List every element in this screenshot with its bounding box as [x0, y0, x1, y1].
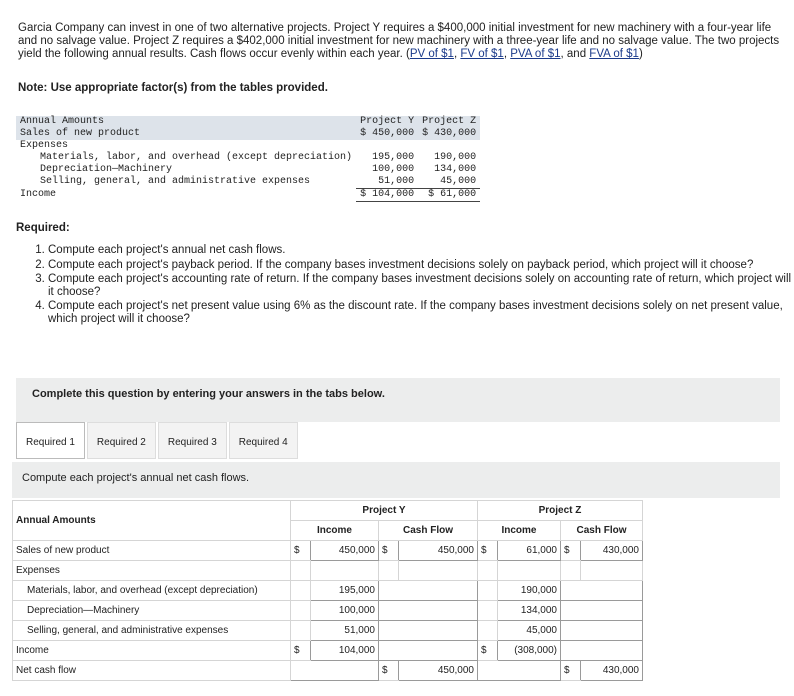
- row-label: Depreciation—Machinery: [40, 164, 173, 175]
- row-label: Income: [12, 640, 291, 661]
- row-label: Materials, labor, and overhead (except d…: [40, 152, 353, 163]
- intro-text: ,: [503, 48, 511, 60]
- given-table: Annual Amounts Project Y Project Z Sales o…: [16, 116, 481, 202]
- tab[interactable]: Required 1: [16, 422, 85, 459]
- header: Annual Amounts: [16, 116, 357, 128]
- required-title: Required:: [16, 222, 70, 234]
- currency: $: [290, 640, 311, 661]
- header: Project Z: [477, 500, 643, 521]
- row-label: Income: [20, 189, 57, 200]
- cell: 195,000: [372, 152, 415, 163]
- cell: $ 430,000: [418, 128, 481, 140]
- intro-text: ): [638, 48, 643, 60]
- input[interactable]: [560, 580, 643, 601]
- tab[interactable]: Required 4: [228, 422, 298, 459]
- header: Annual Amounts: [12, 500, 291, 541]
- tabs: Required 1 Required 2 Required 3 Require…: [16, 422, 300, 459]
- currency: $: [477, 540, 498, 561]
- cell: 190,000: [434, 152, 477, 163]
- intro: Garcia Company can invest in one of two …: [18, 22, 784, 61]
- header: Project Y: [356, 116, 419, 128]
- header: Cash Flow: [560, 520, 643, 541]
- currency: $: [477, 640, 498, 661]
- cell: $ 450,000: [356, 128, 419, 140]
- input[interactable]: [378, 620, 478, 641]
- note: Note: Use appropriate factor(s) from the…: [18, 82, 328, 94]
- cell: 100,000: [372, 164, 415, 175]
- currency: $: [378, 660, 399, 681]
- row-label: Expenses: [20, 140, 69, 151]
- input[interactable]: (308,000): [497, 640, 561, 661]
- row-label: Net cash flow: [12, 660, 291, 681]
- answer-table: Annual Amounts Project Y Project Z Income C…: [12, 500, 643, 681]
- header: Project Z: [418, 116, 481, 128]
- input[interactable]: 195,000: [310, 580, 379, 601]
- input[interactable]: 430,000: [580, 660, 643, 681]
- input[interactable]: 61,000: [497, 540, 561, 561]
- factor-link[interactable]: FV of $1: [460, 48, 504, 60]
- currency: $: [560, 540, 581, 561]
- header: Income: [477, 520, 561, 541]
- intro-text: Garcia Company can invest in one of two …: [18, 22, 780, 60]
- row-label: Selling, general, and administrative exp…: [12, 620, 291, 641]
- currency: $: [290, 540, 311, 561]
- header: Cash Flow: [378, 520, 478, 541]
- factor-link[interactable]: FVA of $1: [589, 48, 639, 60]
- cell: $ 61,000: [418, 188, 481, 202]
- header: Project Y: [290, 500, 478, 521]
- cell: $ 104,000: [356, 188, 419, 202]
- cell: 45,000: [440, 176, 477, 187]
- required-item: Compute each project's net present value…: [48, 300, 794, 325]
- input[interactable]: 450,000: [398, 660, 478, 681]
- input[interactable]: 450,000: [398, 540, 478, 561]
- row-label: Selling, general, and administrative exp…: [40, 176, 311, 188]
- required-list: Compute each project's annual net cash f…: [32, 244, 794, 327]
- intro-text: , and: [560, 48, 590, 60]
- input[interactable]: 51,000: [310, 620, 379, 641]
- input[interactable]: 190,000: [497, 580, 561, 601]
- input[interactable]: [477, 660, 561, 681]
- input[interactable]: [378, 600, 478, 621]
- factor-link[interactable]: PVA of $1: [510, 48, 561, 60]
- input[interactable]: 100,000: [310, 600, 379, 621]
- row-label: Materials, labor, and overhead (except d…: [12, 580, 291, 601]
- row-label: Sales of new product: [12, 540, 291, 561]
- input[interactable]: [378, 580, 478, 601]
- required-item: Compute each project's annual net cash f…: [48, 244, 794, 257]
- input[interactable]: 45,000: [497, 620, 561, 641]
- row-label: Depreciation—Machinery: [12, 600, 291, 621]
- input[interactable]: 134,000: [497, 600, 561, 621]
- input[interactable]: [560, 600, 643, 621]
- instruction: Compute each project's annual net cash f…: [22, 472, 250, 484]
- complete-box: Complete this question by entering your …: [16, 378, 780, 422]
- input[interactable]: [290, 660, 379, 681]
- required-item: Compute each project's accounting rate o…: [48, 273, 794, 298]
- tab[interactable]: Required 3: [157, 422, 227, 459]
- currency: $: [378, 540, 399, 561]
- required-item: Compute each project's payback period. I…: [48, 259, 794, 272]
- tab[interactable]: Required 2: [86, 422, 156, 459]
- intro-text: ,: [453, 48, 461, 60]
- row-label: Sales of new product: [16, 128, 357, 140]
- header: Income: [290, 520, 379, 541]
- input[interactable]: 430,000: [580, 540, 643, 561]
- cell: 51,000: [378, 176, 415, 187]
- input[interactable]: [560, 640, 643, 661]
- instruction-box: Compute each project's annual net cash f…: [12, 462, 780, 498]
- cell: 134,000: [434, 164, 477, 175]
- input[interactable]: 450,000: [310, 540, 379, 561]
- row-label: Expenses: [12, 560, 291, 581]
- currency: $: [560, 660, 581, 681]
- factor-link[interactable]: PV of $1: [409, 48, 454, 60]
- input[interactable]: 104,000: [310, 640, 379, 661]
- complete-text: Complete this question by entering your …: [32, 388, 385, 400]
- input[interactable]: [560, 620, 643, 641]
- input[interactable]: [378, 640, 478, 661]
